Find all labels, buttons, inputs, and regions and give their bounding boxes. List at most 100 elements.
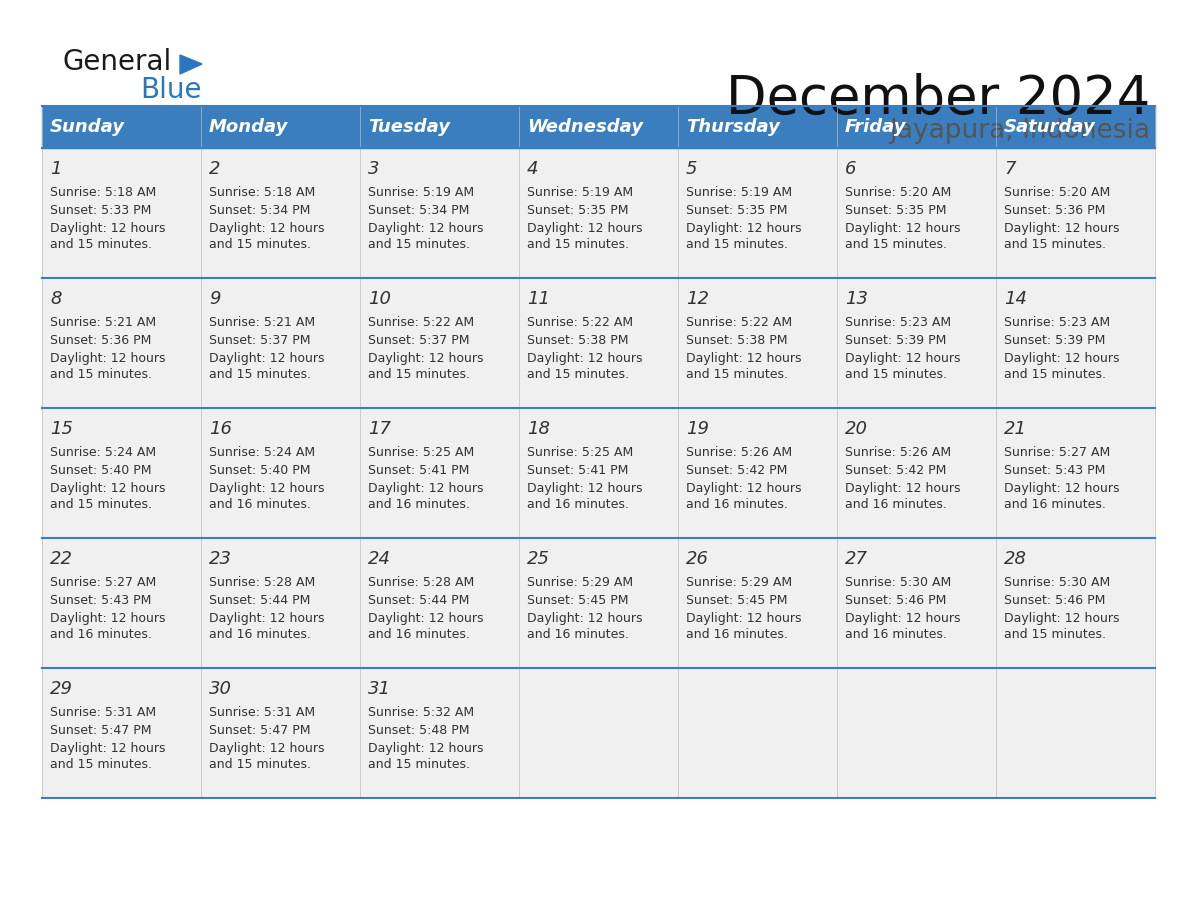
Bar — [678, 148, 838, 278]
Text: Sunset: 5:39 PM: Sunset: 5:39 PM — [845, 334, 947, 347]
Bar — [838, 538, 996, 668]
Bar — [201, 106, 360, 148]
Text: and 15 minutes.: and 15 minutes. — [845, 368, 947, 381]
Text: Sunrise: 5:30 AM: Sunrise: 5:30 AM — [1004, 576, 1111, 589]
Bar — [996, 538, 1155, 668]
Bar — [838, 278, 996, 408]
Text: Sunset: 5:35 PM: Sunset: 5:35 PM — [685, 204, 788, 217]
Text: Blue: Blue — [140, 76, 202, 104]
Text: and 15 minutes.: and 15 minutes. — [527, 368, 628, 381]
Text: Friday: Friday — [845, 118, 906, 136]
Text: Daylight: 12 hours: Daylight: 12 hours — [527, 222, 643, 235]
Bar — [42, 668, 201, 798]
Text: Sunrise: 5:21 AM: Sunrise: 5:21 AM — [209, 316, 315, 329]
Text: Sunrise: 5:26 AM: Sunrise: 5:26 AM — [845, 446, 952, 459]
Text: and 16 minutes.: and 16 minutes. — [368, 628, 470, 641]
Text: Sunset: 5:35 PM: Sunset: 5:35 PM — [527, 204, 628, 217]
Bar — [42, 148, 201, 278]
Text: December 2024: December 2024 — [726, 73, 1150, 125]
Text: 5: 5 — [685, 160, 697, 178]
Text: Sunrise: 5:31 AM: Sunrise: 5:31 AM — [209, 706, 315, 719]
Text: and 16 minutes.: and 16 minutes. — [845, 628, 947, 641]
Text: 7: 7 — [1004, 160, 1016, 178]
Text: Sunset: 5:37 PM: Sunset: 5:37 PM — [368, 334, 469, 347]
Text: 27: 27 — [845, 550, 868, 568]
Text: Daylight: 12 hours: Daylight: 12 hours — [1004, 222, 1119, 235]
Text: Sunset: 5:38 PM: Sunset: 5:38 PM — [527, 334, 628, 347]
Text: and 15 minutes.: and 15 minutes. — [209, 758, 311, 771]
Text: 25: 25 — [527, 550, 550, 568]
Text: Sunset: 5:35 PM: Sunset: 5:35 PM — [845, 204, 947, 217]
Text: and 15 minutes.: and 15 minutes. — [685, 238, 788, 251]
Bar — [838, 408, 996, 538]
Text: Sunrise: 5:21 AM: Sunrise: 5:21 AM — [50, 316, 156, 329]
Text: Sunrise: 5:20 AM: Sunrise: 5:20 AM — [845, 186, 952, 199]
Text: Daylight: 12 hours: Daylight: 12 hours — [685, 352, 802, 365]
Text: Sunrise: 5:18 AM: Sunrise: 5:18 AM — [50, 186, 157, 199]
Text: Daylight: 12 hours: Daylight: 12 hours — [50, 482, 165, 495]
Text: 21: 21 — [1004, 420, 1026, 438]
Bar — [360, 278, 519, 408]
Text: Sunset: 5:36 PM: Sunset: 5:36 PM — [1004, 204, 1105, 217]
Text: Daylight: 12 hours: Daylight: 12 hours — [845, 482, 961, 495]
Text: 12: 12 — [685, 290, 709, 308]
Bar — [996, 408, 1155, 538]
Bar — [519, 148, 678, 278]
Text: Daylight: 12 hours: Daylight: 12 hours — [845, 612, 961, 625]
Text: 8: 8 — [50, 290, 62, 308]
Text: and 16 minutes.: and 16 minutes. — [527, 498, 628, 511]
Text: Saturday: Saturday — [1004, 118, 1095, 136]
Text: Monday: Monday — [209, 118, 289, 136]
Bar — [838, 106, 996, 148]
Text: Sunset: 5:34 PM: Sunset: 5:34 PM — [209, 204, 310, 217]
Bar — [42, 106, 201, 148]
Text: Sunrise: 5:22 AM: Sunrise: 5:22 AM — [368, 316, 474, 329]
Text: Sunrise: 5:29 AM: Sunrise: 5:29 AM — [527, 576, 633, 589]
Text: 19: 19 — [685, 420, 709, 438]
Text: Sunrise: 5:27 AM: Sunrise: 5:27 AM — [50, 576, 157, 589]
Text: Daylight: 12 hours: Daylight: 12 hours — [685, 482, 802, 495]
Bar — [201, 148, 360, 278]
Text: 2: 2 — [209, 160, 221, 178]
Text: Daylight: 12 hours: Daylight: 12 hours — [1004, 352, 1119, 365]
Text: Sunset: 5:33 PM: Sunset: 5:33 PM — [50, 204, 151, 217]
Bar — [201, 278, 360, 408]
Text: Sunrise: 5:18 AM: Sunrise: 5:18 AM — [209, 186, 315, 199]
Bar — [678, 408, 838, 538]
Text: and 15 minutes.: and 15 minutes. — [1004, 368, 1106, 381]
Bar — [996, 106, 1155, 148]
Bar — [360, 538, 519, 668]
Bar — [678, 106, 838, 148]
Text: and 15 minutes.: and 15 minutes. — [1004, 628, 1106, 641]
Bar — [42, 538, 201, 668]
Text: 23: 23 — [209, 550, 232, 568]
Text: Sunrise: 5:28 AM: Sunrise: 5:28 AM — [209, 576, 315, 589]
Text: Daylight: 12 hours: Daylight: 12 hours — [209, 612, 324, 625]
Text: 16: 16 — [209, 420, 232, 438]
Text: and 15 minutes.: and 15 minutes. — [50, 758, 152, 771]
Text: and 15 minutes.: and 15 minutes. — [209, 238, 311, 251]
Text: Daylight: 12 hours: Daylight: 12 hours — [527, 612, 643, 625]
Text: Tuesday: Tuesday — [368, 118, 450, 136]
Text: Sunset: 5:41 PM: Sunset: 5:41 PM — [368, 464, 469, 477]
Text: Daylight: 12 hours: Daylight: 12 hours — [527, 482, 643, 495]
Text: and 16 minutes.: and 16 minutes. — [527, 628, 628, 641]
Text: 31: 31 — [368, 680, 391, 698]
Text: and 16 minutes.: and 16 minutes. — [685, 628, 788, 641]
Text: Sunset: 5:47 PM: Sunset: 5:47 PM — [209, 724, 310, 737]
Text: Sunrise: 5:22 AM: Sunrise: 5:22 AM — [685, 316, 792, 329]
Bar — [996, 148, 1155, 278]
Text: Sunset: 5:44 PM: Sunset: 5:44 PM — [368, 594, 469, 607]
Text: Sunset: 5:38 PM: Sunset: 5:38 PM — [685, 334, 788, 347]
Text: 9: 9 — [209, 290, 221, 308]
Text: Sunrise: 5:19 AM: Sunrise: 5:19 AM — [368, 186, 474, 199]
Text: 10: 10 — [368, 290, 391, 308]
Bar — [678, 538, 838, 668]
Bar — [519, 538, 678, 668]
Bar — [678, 668, 838, 798]
Bar — [201, 668, 360, 798]
Text: Sunset: 5:40 PM: Sunset: 5:40 PM — [209, 464, 310, 477]
Text: 30: 30 — [209, 680, 232, 698]
Bar — [519, 408, 678, 538]
Bar — [42, 278, 201, 408]
